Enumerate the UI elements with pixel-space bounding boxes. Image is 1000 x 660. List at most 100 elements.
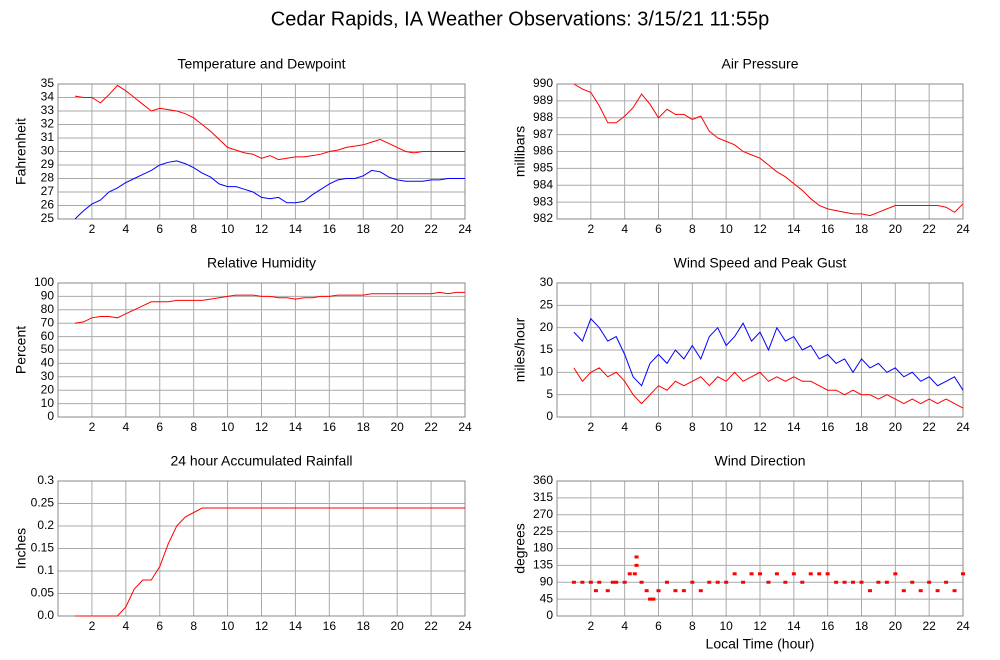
x-tick-label: 24 <box>956 619 970 633</box>
y-tick-label: 90 <box>41 289 55 303</box>
x-tick-label: 20 <box>889 420 903 434</box>
x-tick-label: 10 <box>719 222 733 236</box>
x-tick-label: 12 <box>753 420 767 434</box>
data-point <box>884 580 889 584</box>
x-tick-label: 8 <box>689 619 696 633</box>
x-tick-label: 4 <box>122 619 129 633</box>
y-tick-label: 990 <box>533 76 553 90</box>
x-tick-label: 18 <box>855 619 869 633</box>
data-point <box>952 589 957 593</box>
x-tick-label: 24 <box>956 222 970 236</box>
y-tick-label: 987 <box>533 127 553 141</box>
data-point <box>893 572 898 576</box>
x-tick-label: 22 <box>424 420 438 434</box>
x-tick-label: 2 <box>587 420 594 434</box>
y-axis-label: degrees <box>512 523 528 574</box>
x-tick-label: 22 <box>922 420 936 434</box>
y-tick-label: 983 <box>533 194 553 208</box>
data-point <box>724 580 729 584</box>
data-point <box>834 580 839 584</box>
chart-title: Relative Humidity <box>207 255 316 271</box>
data-point <box>690 580 695 584</box>
y-tick-label: 0.1 <box>37 563 54 577</box>
x-tick-label: 18 <box>855 222 869 236</box>
data-point <box>825 572 830 576</box>
y-axis-label: Inches <box>13 528 29 569</box>
y-axis-label: Fahrenheit <box>13 118 29 185</box>
y-tick-label: 0.2 <box>37 518 54 532</box>
y-tick-label: 27 <box>41 184 55 198</box>
y-tick-label: 0.05 <box>31 586 55 600</box>
data-point <box>876 580 881 584</box>
y-tick-label: 270 <box>533 507 553 521</box>
data-point <box>698 589 703 593</box>
data-point <box>610 580 615 584</box>
y-axis-label: Percent <box>13 326 29 374</box>
data-point <box>597 580 602 584</box>
x-tick-label: 20 <box>889 222 903 236</box>
x-tick-label: 22 <box>922 222 936 236</box>
data-line <box>74 160 465 220</box>
x-tick-label: 22 <box>424 222 438 236</box>
data-point <box>732 572 737 576</box>
y-tick-label: 45 <box>540 591 554 605</box>
x-tick-label: 4 <box>122 222 129 236</box>
data-point <box>910 580 915 584</box>
x-tick-label: 18 <box>357 222 371 236</box>
x-tick-label: 14 <box>787 222 801 236</box>
data-point <box>634 555 639 559</box>
y-tick-label: 25 <box>540 298 554 312</box>
data-line <box>573 83 964 217</box>
y-axis-label: millibars <box>512 126 528 177</box>
y-tick-label: 25 <box>41 211 55 225</box>
x-tick-label: 8 <box>689 222 696 236</box>
y-tick-label: 40 <box>41 356 55 370</box>
x-tick-label: 10 <box>719 619 733 633</box>
y-tick-label: 10 <box>41 396 55 410</box>
y-tick-label: 0.15 <box>31 541 55 555</box>
data-point <box>741 580 746 584</box>
data-point <box>664 580 669 584</box>
data-point <box>571 580 576 584</box>
x-tick-label: 24 <box>956 420 970 434</box>
x-tick-label: 22 <box>922 619 936 633</box>
x-tick-label: 6 <box>156 222 163 236</box>
y-tick-label: 15 <box>540 342 554 356</box>
x-tick-label: 2 <box>587 619 594 633</box>
x-tick-label: 16 <box>323 420 337 434</box>
y-tick-label: 135 <box>533 558 553 572</box>
y-tick-label: 225 <box>533 524 553 538</box>
y-tick-label: 20 <box>41 382 55 396</box>
data-point <box>961 572 965 576</box>
y-tick-label: 33 <box>41 103 55 117</box>
x-tick-label: 24 <box>458 619 472 633</box>
data-point <box>927 580 932 584</box>
x-tick-label: 4 <box>621 222 628 236</box>
x-tick-label: 14 <box>787 619 801 633</box>
x-tick-label: 22 <box>424 619 438 633</box>
x-tick-label: 24 <box>458 420 472 434</box>
y-tick-label: 0 <box>47 409 54 423</box>
plot-frame <box>57 480 466 617</box>
x-tick-label: 4 <box>122 420 129 434</box>
x-tick-label: 10 <box>221 420 235 434</box>
chart-title: Wind Direction <box>714 453 805 469</box>
x-tick-label: 20 <box>390 420 404 434</box>
x-tick-label: 10 <box>221 619 235 633</box>
y-tick-label: 988 <box>533 110 553 124</box>
x-tick-label: 12 <box>255 619 269 633</box>
data-point <box>766 580 771 584</box>
y-tick-label: 30 <box>540 275 554 289</box>
x-tick-label: 6 <box>156 619 163 633</box>
y-tick-label: 986 <box>533 144 553 158</box>
y-tick-label: 180 <box>533 541 553 555</box>
data-point <box>800 580 805 584</box>
y-tick-label: 70 <box>41 315 55 329</box>
y-tick-label: 32 <box>41 117 55 131</box>
y-tick-label: 60 <box>41 329 55 343</box>
x-tick-label: 4 <box>621 420 628 434</box>
x-tick-label: 14 <box>289 420 303 434</box>
data-point <box>758 572 762 576</box>
y-tick-label: 0.0 <box>37 608 54 622</box>
x-tick-label: 16 <box>323 222 337 236</box>
